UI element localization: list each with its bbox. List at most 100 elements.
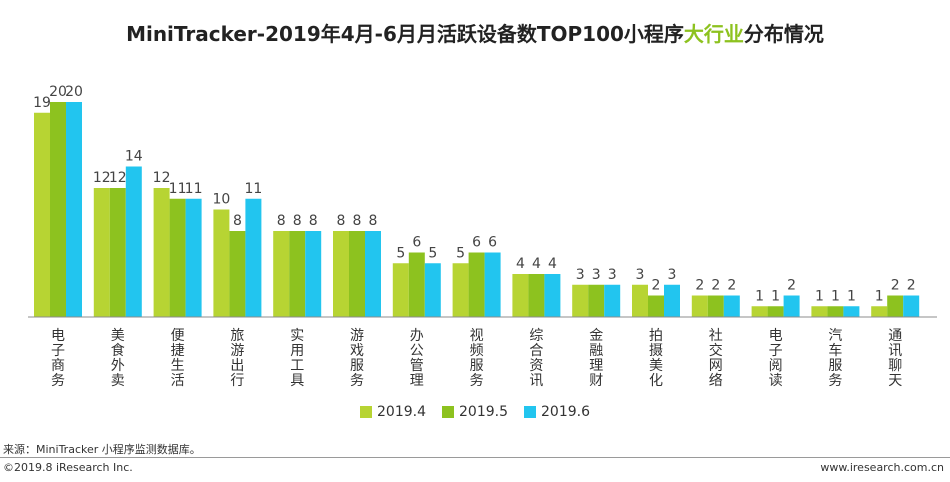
- data-label: 20: [49, 84, 67, 100]
- data-label: 2: [652, 278, 661, 294]
- data-label: 3: [592, 267, 601, 283]
- data-label: 5: [396, 245, 405, 261]
- category-label: 视频服务: [470, 328, 484, 389]
- bar: [723, 295, 740, 317]
- category-label: 社交网络: [709, 328, 723, 389]
- bar: [783, 295, 800, 317]
- data-label: 12: [93, 170, 111, 186]
- bar: [903, 295, 920, 317]
- data-label: 4: [548, 256, 557, 272]
- data-label: 5: [428, 245, 437, 261]
- bar: [408, 252, 425, 317]
- data-label: 2: [907, 278, 916, 294]
- category-label: 电子商务: [51, 328, 65, 389]
- data-label: 2: [695, 278, 704, 294]
- legend-swatch: [524, 406, 536, 418]
- bar: [751, 306, 768, 317]
- chart-title: MiniTracker-2019年4月-6月月活跃设备数TOP100小程序大行业…: [0, 18, 950, 47]
- bar: [273, 231, 290, 317]
- data-label: 3: [668, 267, 677, 283]
- category-label: 金融理财: [589, 328, 603, 389]
- data-label: 8: [309, 213, 318, 229]
- data-label: 11: [169, 181, 187, 197]
- data-label: 5: [456, 245, 465, 261]
- data-label: 1: [815, 288, 824, 304]
- data-label: 6: [412, 235, 421, 251]
- data-label: 6: [488, 235, 497, 251]
- data-label: 2: [787, 278, 796, 294]
- data-label: 2: [727, 278, 736, 294]
- bar: [664, 284, 680, 317]
- data-label: 11: [185, 181, 203, 197]
- bar: [213, 209, 230, 317]
- bar: [648, 295, 664, 317]
- data-label: 8: [233, 213, 242, 229]
- data-label: 1: [847, 288, 856, 304]
- category-label: 综合资讯: [529, 328, 543, 389]
- title-prefix: MiniTracker-2019年4月-6月月活跃设备数TOP100小程序: [126, 22, 684, 46]
- data-label: 8: [293, 213, 302, 229]
- legend-label: 2019.4: [377, 404, 426, 420]
- category-label: 实用工具: [290, 328, 304, 389]
- bar: [871, 306, 888, 317]
- bar: [169, 198, 186, 317]
- data-label: 11: [244, 181, 262, 197]
- data-label: 14: [125, 149, 143, 165]
- data-label: 1: [771, 288, 780, 304]
- bar: [365, 231, 381, 317]
- bar: [125, 166, 142, 317]
- category-label: 拍摄美化: [649, 328, 663, 389]
- website-link[interactable]: www.iresearch.com.cn: [820, 461, 944, 474]
- bar: [185, 198, 202, 317]
- bar: [349, 231, 365, 317]
- bar-chart: 192020电子商务121214美食外卖121111便捷生活10811旅游出行8…: [28, 84, 937, 389]
- bar: [691, 295, 708, 317]
- bar: [153, 188, 170, 317]
- data-label: 8: [353, 213, 362, 229]
- category-label: 美食外卖: [111, 328, 125, 389]
- bar: [767, 306, 784, 317]
- legend-swatch: [360, 406, 372, 418]
- category-label: 通讯聊天: [888, 328, 902, 389]
- data-label: 8: [337, 213, 346, 229]
- legend-label: 2019.5: [459, 404, 508, 420]
- bar: [93, 188, 110, 317]
- copyright: ©2019.8 iResearch Inc.: [3, 461, 133, 474]
- data-label: 1: [831, 288, 840, 304]
- bar: [484, 252, 501, 317]
- bar: [289, 231, 306, 317]
- bar: [333, 231, 349, 317]
- bar: [604, 284, 621, 317]
- legend-label: 2019.6: [541, 404, 590, 420]
- bar: [528, 274, 545, 317]
- bar: [512, 274, 529, 317]
- legend-item-2019-5: 2019.5: [442, 404, 508, 420]
- bar: [109, 188, 126, 317]
- data-label: 3: [576, 267, 585, 283]
- legend-swatch: [442, 406, 454, 418]
- data-label: 12: [153, 170, 171, 186]
- category-label: 旅游出行: [230, 328, 244, 389]
- bar: [811, 306, 828, 317]
- data-label: 8: [277, 213, 286, 229]
- category-label: 游戏服务: [350, 328, 364, 389]
- data-label: 20: [65, 84, 83, 100]
- data-label: 8: [369, 213, 378, 229]
- bar: [392, 263, 409, 317]
- bar: [229, 231, 246, 317]
- category-label: 便捷生活: [171, 328, 185, 389]
- data-label: 10: [212, 192, 230, 208]
- bar: [707, 295, 724, 317]
- data-label: 1: [875, 288, 884, 304]
- bar: [544, 274, 561, 317]
- data-label: 3: [608, 267, 617, 283]
- data-label: 6: [472, 235, 481, 251]
- source-note: 来源：MiniTracker 小程序监测数据库。: [3, 443, 201, 456]
- category-label: 汽车服务: [828, 328, 842, 389]
- bar: [245, 198, 262, 317]
- legend-item-2019-6: 2019.6: [524, 404, 590, 420]
- data-label: 3: [636, 267, 645, 283]
- data-label: 12: [109, 170, 127, 186]
- data-label: 2: [711, 278, 720, 294]
- bar: [34, 112, 50, 317]
